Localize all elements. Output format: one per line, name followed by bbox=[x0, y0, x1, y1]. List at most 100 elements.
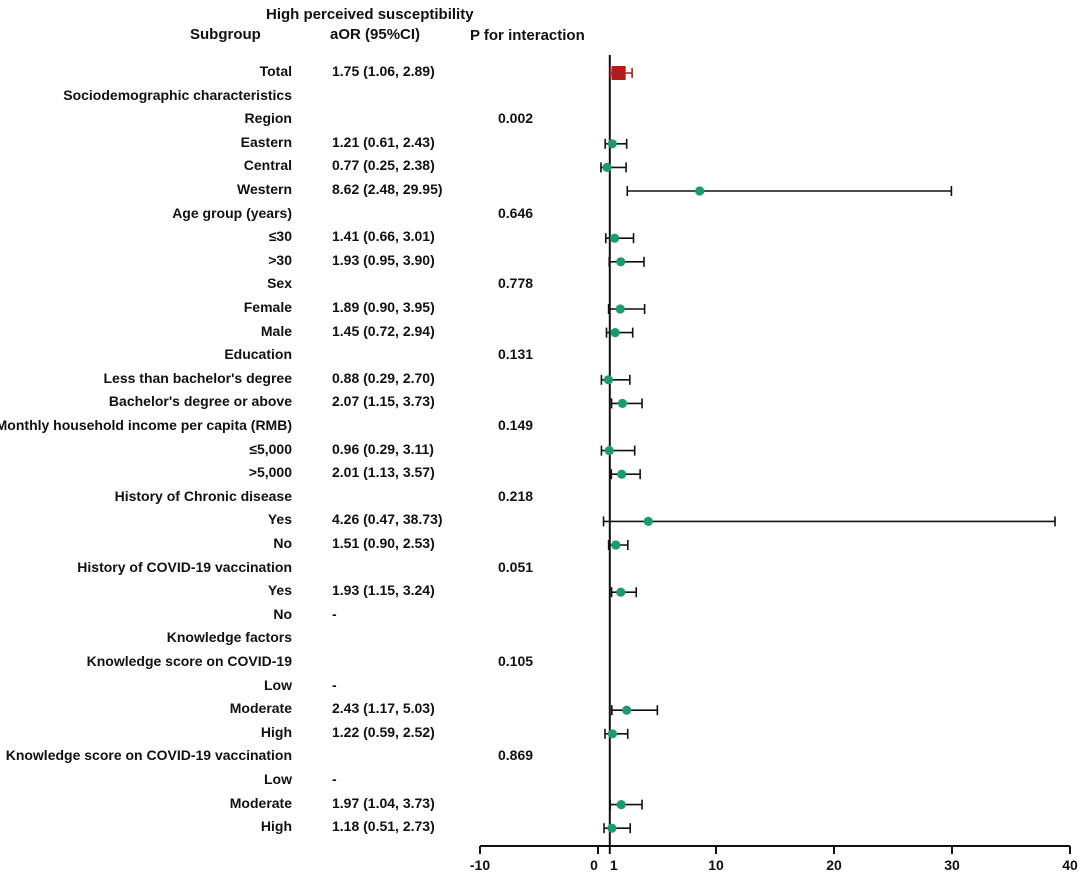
row-aor: 1.89 (0.90, 3.95) bbox=[332, 299, 435, 315]
row-label: No bbox=[273, 535, 292, 551]
table-row: Low - bbox=[0, 677, 1084, 699]
row-label: Knowledge score on COVID-19 vaccination bbox=[5, 747, 292, 764]
row-label: Yes bbox=[267, 511, 292, 528]
x-tick-label: 1 bbox=[610, 857, 618, 873]
row-aor: 1.97 (1.04, 3.73) bbox=[332, 794, 435, 811]
total-estimate-point bbox=[611, 66, 626, 80]
table-row: Knowledge score on COVID-19 vaccination 0… bbox=[0, 747, 1084, 769]
estimate-point bbox=[615, 304, 625, 314]
table-row: Education 0.131 bbox=[0, 346, 1084, 368]
table-row: Low - bbox=[0, 771, 1084, 793]
row-label: Moderate bbox=[229, 700, 292, 717]
row-aor: 2.43 (1.17, 5.03) bbox=[332, 700, 435, 717]
estimate-point bbox=[611, 540, 621, 550]
estimate-point bbox=[695, 186, 705, 196]
p-interaction-header: P for interaction bbox=[470, 27, 585, 44]
row-label: Yes bbox=[267, 582, 292, 599]
table-row: No 1.51 (0.90, 2.53) bbox=[0, 535, 1084, 557]
row-aor: 1.51 (0.90, 2.53) bbox=[332, 535, 435, 551]
table-row: ≤5,000 0.96 (0.29, 3.11) bbox=[0, 441, 1084, 463]
row-label: Female bbox=[243, 299, 292, 315]
x-tick-label: 0 bbox=[590, 857, 598, 873]
row-aor: 2.07 (1.15, 3.73) bbox=[332, 393, 435, 410]
row-label: >30 bbox=[268, 251, 292, 268]
estimate-point bbox=[617, 469, 627, 479]
chart-title: High perceived susceptibility bbox=[266, 6, 474, 23]
row-label: Moderate bbox=[229, 794, 292, 811]
row-p-value: 0.105 bbox=[498, 653, 534, 669]
row-label: ≤30 bbox=[268, 228, 292, 245]
table-row: Yes 1.93 (1.15, 3.24) bbox=[0, 582, 1084, 604]
row-aor: 1.45 (0.72, 2.94) bbox=[332, 322, 435, 339]
row-aor: 1.21 (0.61, 2.43) bbox=[332, 133, 435, 150]
x-tick-label: -10 bbox=[470, 857, 490, 873]
row-label: Less than bachelor's degree bbox=[103, 369, 292, 386]
table-row: Knowledge score on COVID-19 0.105 bbox=[0, 653, 1084, 675]
estimate-point bbox=[607, 139, 617, 149]
estimate-point bbox=[616, 257, 626, 267]
table-row: Female 1.89 (0.90, 3.95) bbox=[0, 299, 1084, 321]
row-aor: 2.01 (1.13, 3.57) bbox=[332, 464, 435, 481]
aor-header: aOR (95%CI) bbox=[330, 26, 421, 43]
row-label: Sociodemographic characteristics bbox=[63, 86, 292, 103]
table-row: Moderate 1.97 (1.04, 3.73) bbox=[0, 795, 1084, 817]
row-aor: 1.41 (0.66, 3.01) bbox=[332, 228, 435, 245]
row-label: Male bbox=[260, 322, 292, 339]
estimate-point bbox=[607, 823, 617, 833]
row-label: History of COVID-19 vaccination bbox=[77, 558, 292, 575]
row-aor: - bbox=[332, 676, 337, 693]
row-aor: 1.22 (0.59, 2.52) bbox=[332, 723, 435, 740]
table-row: Sex 0.778 bbox=[0, 275, 1084, 297]
row-p-value: 0.002 bbox=[498, 110, 534, 127]
row-label: Sex bbox=[267, 275, 292, 292]
table-row: Central 0.77 (0.25, 2.38) bbox=[0, 157, 1084, 179]
row-p-value: 0.778 bbox=[498, 275, 534, 292]
row-label: History of Chronic disease bbox=[114, 487, 292, 504]
row-label: Region bbox=[244, 110, 292, 127]
row-p-value: 0.646 bbox=[498, 204, 534, 221]
table-row: Knowledge factors bbox=[0, 629, 1084, 651]
table-row: High 1.18 (0.51, 2.73) bbox=[0, 818, 1084, 840]
row-p-value: 0.051 bbox=[498, 558, 534, 575]
row-label: Central bbox=[243, 157, 292, 174]
estimate-point bbox=[616, 800, 626, 810]
row-label: >5,000 bbox=[248, 464, 292, 481]
row-label: Low bbox=[264, 676, 292, 693]
table-row: Less than bachelor's degree 0.88 (0.29, 2… bbox=[0, 370, 1084, 392]
row-aor: 4.26 (0.47, 38.73) bbox=[332, 511, 443, 528]
row-label: High bbox=[260, 723, 292, 740]
estimate-point bbox=[610, 233, 620, 243]
x-tick-label: 40 bbox=[1062, 857, 1078, 873]
table-row: Age group (years) 0.646 bbox=[0, 205, 1084, 227]
row-label: Eastern bbox=[240, 133, 292, 150]
x-tick-label: 20 bbox=[826, 857, 842, 873]
row-p-value: 0.869 bbox=[498, 747, 534, 764]
row-label: Western bbox=[237, 181, 292, 197]
row-aor: 1.18 (0.51, 2.73) bbox=[332, 818, 435, 835]
table-row: History of COVID-19 vaccination 0.051 bbox=[0, 559, 1084, 581]
estimate-point bbox=[603, 375, 613, 385]
estimate-point bbox=[610, 328, 620, 338]
row-aor: 1.93 (1.15, 3.24) bbox=[332, 582, 435, 599]
table-row: Eastern 1.21 (0.61, 2.43) bbox=[0, 134, 1084, 156]
table-row: Monthly household income per capita (RMB… bbox=[0, 417, 1084, 439]
table-row: >5,000 2.01 (1.13, 3.57) bbox=[0, 464, 1084, 486]
row-label: ≤5,000 bbox=[249, 440, 292, 457]
row-label: Monthly household income per capita (RMB… bbox=[0, 417, 292, 433]
table-row: Region 0.002 bbox=[0, 110, 1084, 132]
estimate-point bbox=[622, 705, 632, 715]
table-row: >30 1.93 (0.95, 3.90) bbox=[0, 252, 1084, 274]
row-label: Low bbox=[264, 771, 292, 787]
table-row: High 1.22 (0.59, 2.52) bbox=[0, 724, 1084, 746]
table-row: Moderate 2.43 (1.17, 5.03) bbox=[0, 700, 1084, 722]
row-label: Total bbox=[259, 63, 292, 79]
estimate-point bbox=[604, 446, 614, 456]
row-aor: 1.75 (1.06, 2.89) bbox=[332, 63, 435, 79]
row-aor: 1.93 (0.95, 3.90) bbox=[332, 251, 435, 268]
subgroup-header: Subgroup bbox=[190, 26, 261, 43]
estimate-point bbox=[616, 587, 626, 597]
table-row: Yes 4.26 (0.47, 38.73) bbox=[0, 511, 1084, 533]
table-row: ≤30 1.41 (0.66, 3.01) bbox=[0, 228, 1084, 250]
row-p-value: 0.149 bbox=[498, 417, 534, 433]
